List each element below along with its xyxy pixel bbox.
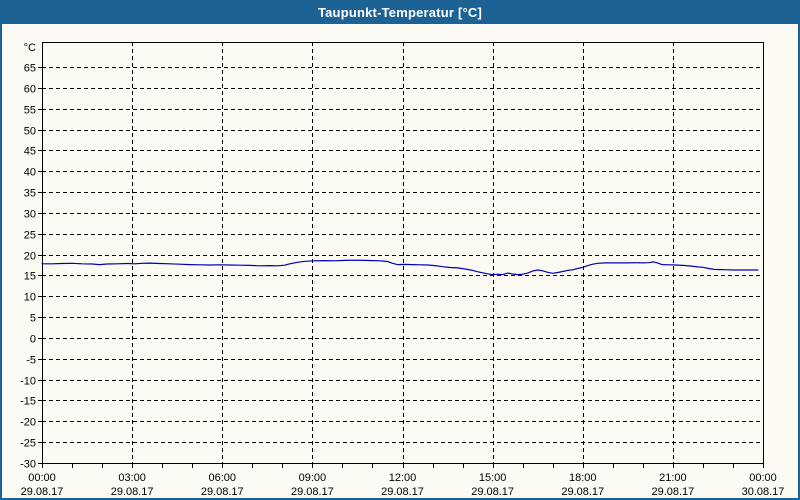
x-tick-time-label: 00:00: [28, 472, 56, 484]
dewpoint-temperature-line: [41, 259, 759, 276]
x-tick-time-label: 18:00: [569, 472, 597, 484]
x-tick-date-label: 29.08.17: [561, 486, 604, 498]
x-tick-time-label: 09:00: [299, 472, 327, 484]
y-axis-unit-label: °C: [24, 42, 36, 54]
chart-container: 65 60 55 50 45 40 35 30 25 20 15 10 5 0 -5 -10 -15 -20 -25…: [2, 24, 798, 498]
y-tick-label: 65: [24, 63, 36, 75]
y-tick-label: 55: [24, 105, 36, 117]
y-tick-label: 5: [30, 313, 36, 325]
x-tick-date-label: 29.08.17: [381, 486, 424, 498]
y-tick-label: -5: [26, 355, 36, 367]
x-tick-time-label: 21:00: [659, 472, 687, 484]
y-tick-label: 30: [24, 209, 36, 221]
y-tick-label: -15: [20, 396, 36, 408]
x-tick-date-label: 29.08.17: [201, 486, 244, 498]
y-tick-label: 10: [24, 292, 36, 304]
y-tick-label: -10: [20, 376, 36, 388]
x-tick-date-label: 30.08.17: [742, 486, 785, 498]
x-tick-time-label: 15:00: [479, 472, 507, 484]
y-tick-label: -30: [20, 459, 36, 471]
x-tick-date-label: 29.08.17: [471, 486, 514, 498]
x-tick-date-label: 29.08.17: [291, 486, 334, 498]
x-tick-date-label: 29.08.17: [111, 486, 154, 498]
y-tick-label: -20: [20, 417, 36, 429]
y-tick-label: 60: [24, 84, 36, 96]
y-tick-label: 15: [24, 271, 36, 283]
y-tick-label: 25: [24, 230, 36, 242]
y-tick-label: -25: [20, 438, 36, 450]
y-tick-label: 20: [24, 251, 36, 263]
window-titlebar[interactable]: Taupunkt-Temperatur [°C]: [2, 2, 798, 24]
y-tick-label: 35: [24, 188, 36, 200]
x-tick-time-label: 06:00: [208, 472, 236, 484]
x-tick-time-label: 12:00: [389, 472, 417, 484]
y-tick-label: 45: [24, 146, 36, 158]
x-tick-time-label: 00:00: [749, 472, 777, 484]
window-title: Taupunkt-Temperatur [°C]: [317, 5, 483, 20]
x-tick-date-label: 29.08.17: [21, 486, 64, 498]
y-tick-label: 0: [30, 334, 36, 346]
y-tick-label: 50: [24, 126, 36, 138]
x-tick-time-label: 03:00: [118, 472, 146, 484]
x-tick-date-label: 29.08.17: [651, 486, 694, 498]
dewpoint-temperature-chart: 65605550454035302520151050-5-10-15-20-25…: [20, 42, 785, 498]
y-tick-label: 40: [24, 167, 36, 179]
